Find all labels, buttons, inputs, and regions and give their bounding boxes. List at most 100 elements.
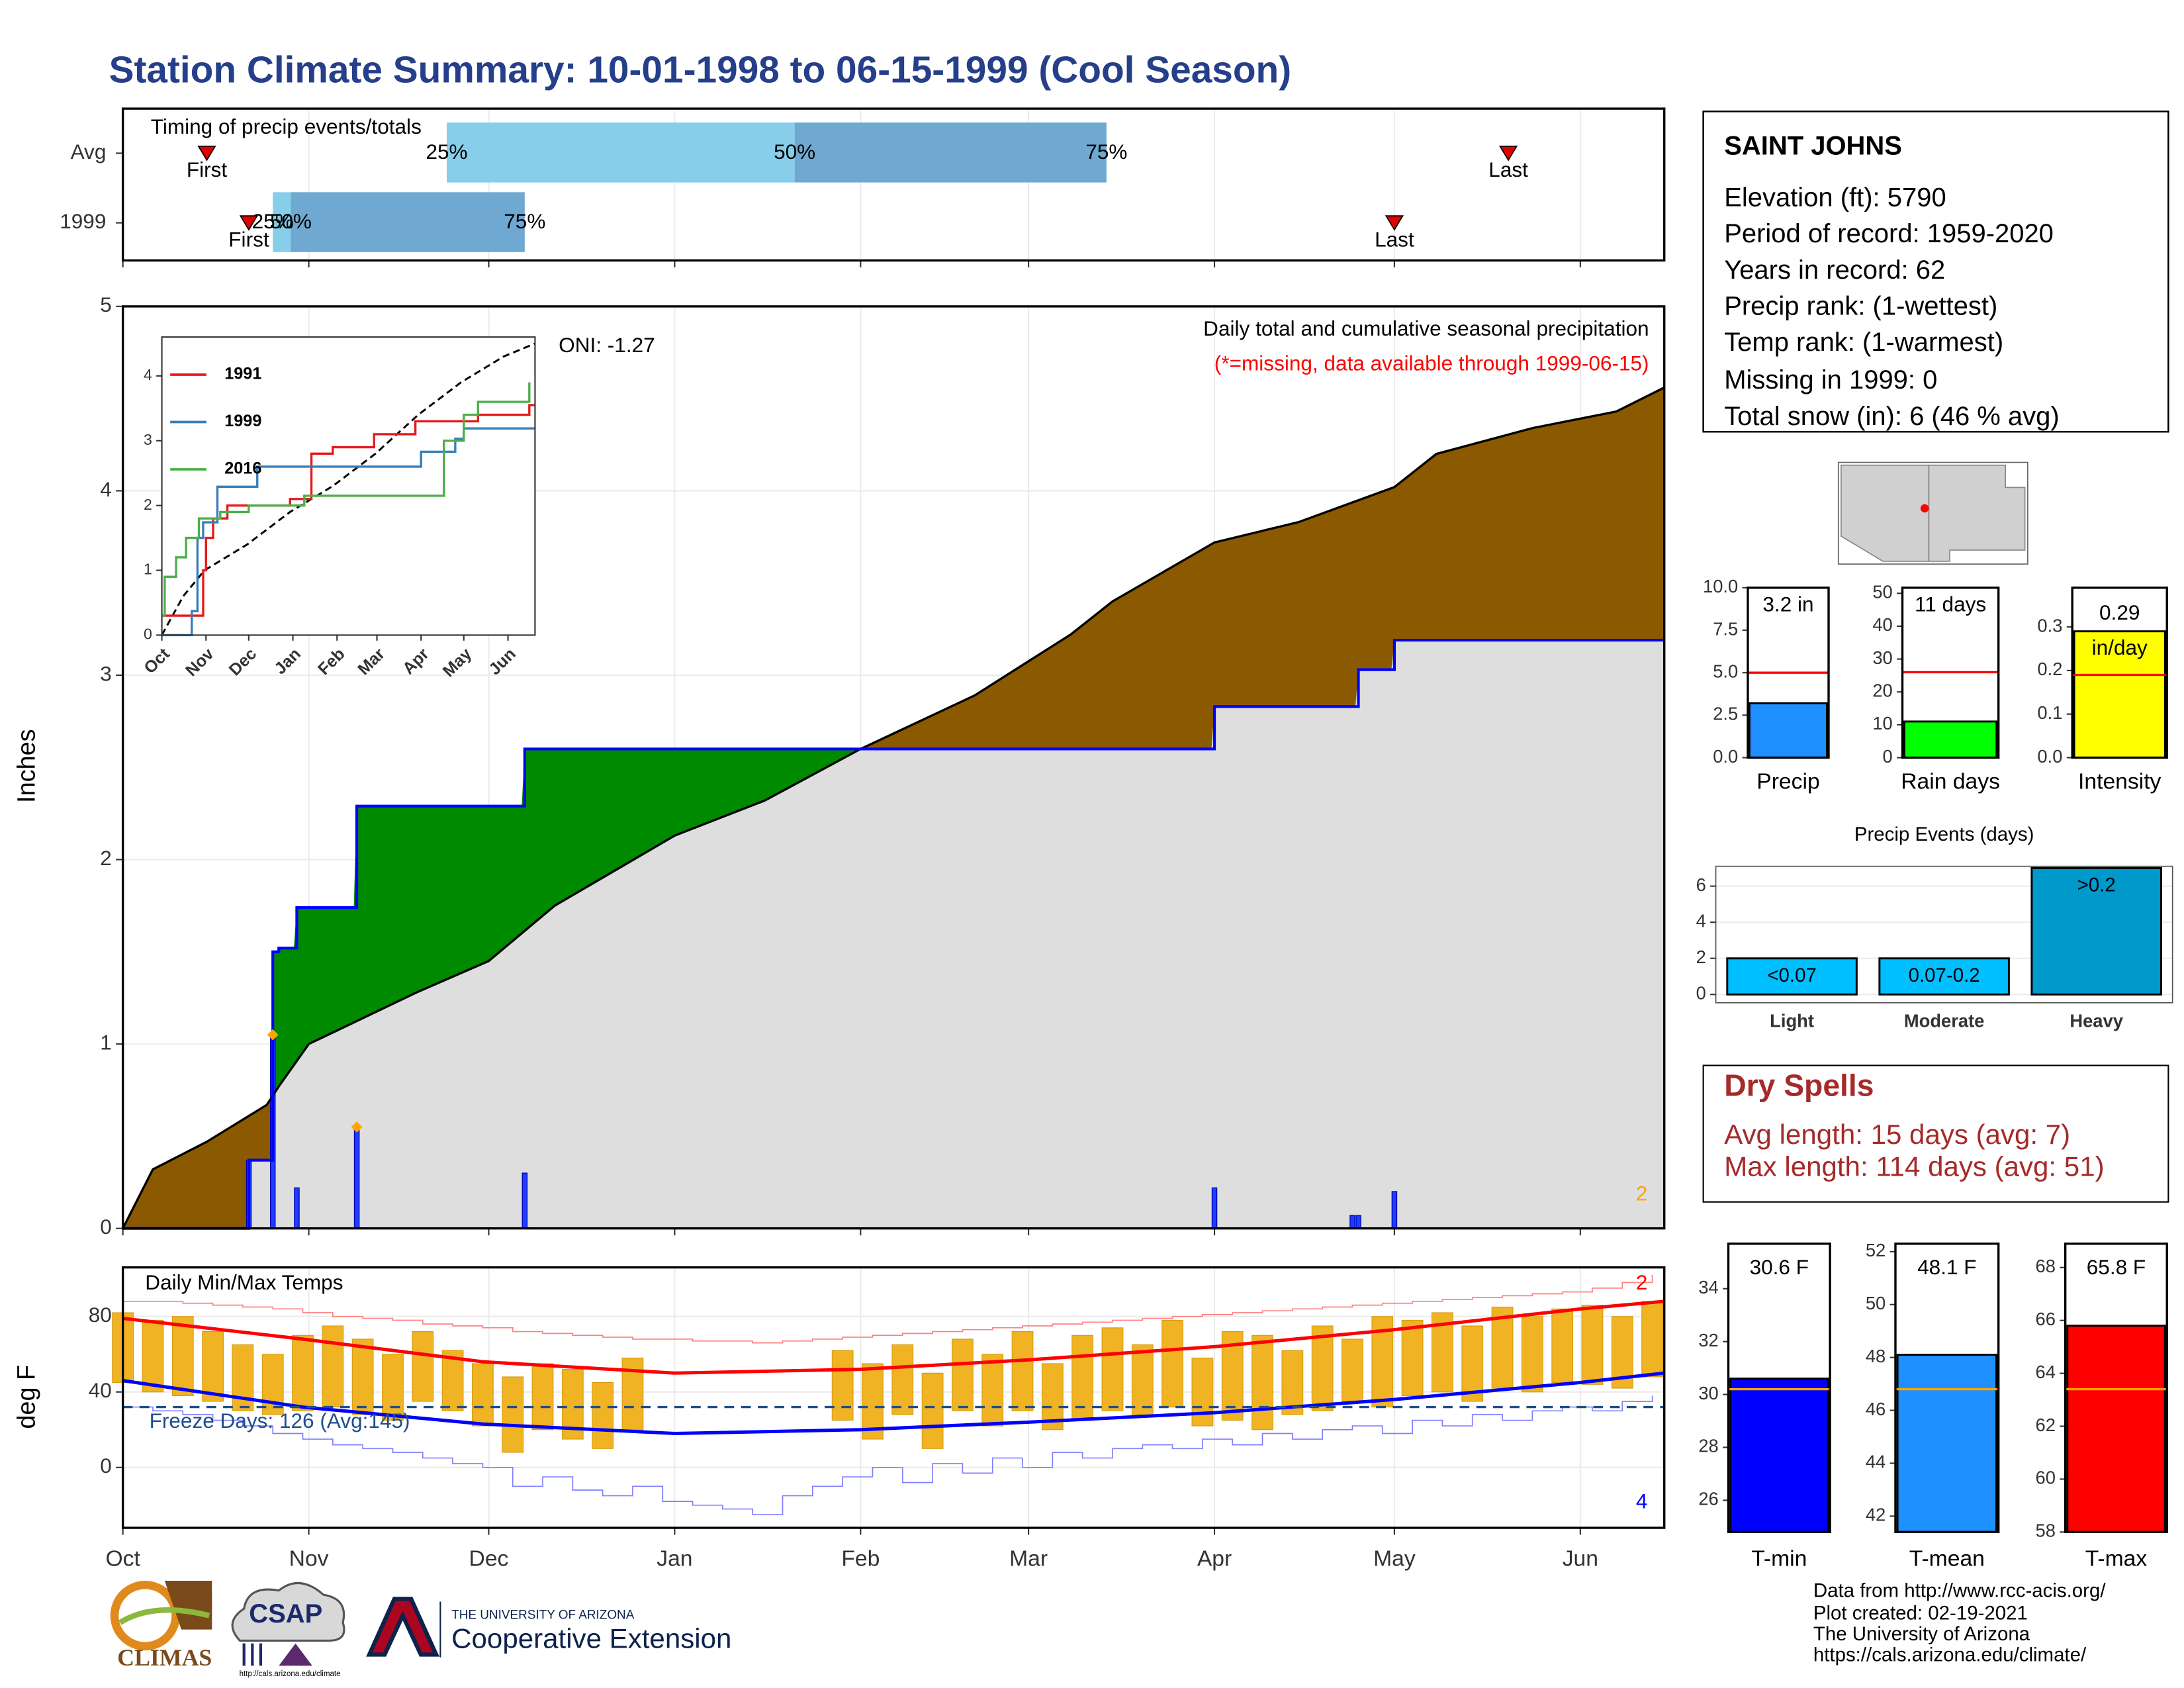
y-tick-label: 30 bbox=[1872, 647, 1892, 668]
y-tick-label: 2 bbox=[144, 496, 152, 513]
value-label: 48.1 F bbox=[1917, 1255, 1976, 1279]
current-line bbox=[122, 638, 1664, 1230]
x-tick-label: Apr bbox=[1197, 1546, 1232, 1571]
percentile-bar bbox=[291, 192, 525, 252]
y-tick-label: 0.1 bbox=[2037, 702, 2062, 723]
footer-line: The University of Arizona bbox=[1813, 1623, 2030, 1645]
frame bbox=[121, 107, 1666, 262]
ua-logo: THE UNIVERSITY OF ARIZONA Cooperative Ex… bbox=[366, 1597, 731, 1658]
y-tick-label: 40 bbox=[89, 1378, 112, 1402]
station-line: Missing in 1999: 0 bbox=[1724, 365, 1937, 395]
temp-range-bar bbox=[592, 1382, 614, 1449]
temp-range-bar bbox=[1461, 1325, 1484, 1402]
frame bbox=[2064, 1243, 2168, 1534]
y-tick-label: 20 bbox=[1872, 680, 1892, 700]
temp-range-bar bbox=[862, 1363, 884, 1440]
value-label: 65.8 F bbox=[2087, 1255, 2146, 1279]
daily-bar bbox=[1349, 1215, 1355, 1229]
map-new-mexico bbox=[1928, 464, 2026, 562]
y-tick-label: 10.0 bbox=[1703, 576, 1738, 596]
x-tick-label: Precip bbox=[1756, 769, 1819, 794]
y-tick-label: 0.3 bbox=[2037, 615, 2062, 635]
x-tick-label: Feb bbox=[841, 1546, 880, 1571]
marker-label: Last bbox=[1488, 158, 1528, 181]
x-tick-label: Oct bbox=[105, 1546, 140, 1571]
map-arizona bbox=[1841, 464, 1930, 562]
bar bbox=[2066, 1325, 2166, 1533]
y-axis-label: deg F bbox=[13, 1365, 41, 1429]
panel-title: Daily Min/Max Temps bbox=[145, 1270, 343, 1294]
temp-range-bar bbox=[1401, 1319, 1424, 1396]
dry-spells-title: Dry Spells bbox=[1724, 1068, 1874, 1102]
station-line: Period of record: 1959-2020 bbox=[1724, 219, 2054, 248]
logo-text: CSAP bbox=[249, 1599, 322, 1628]
logo-bars bbox=[242, 1643, 263, 1666]
temp-range-bar bbox=[891, 1344, 914, 1415]
station-line: Years in record: 62 bbox=[1724, 256, 1945, 285]
map-station bbox=[1920, 504, 1929, 513]
climas-logo: CLIMAS bbox=[110, 1580, 212, 1671]
bar bbox=[1748, 702, 1829, 759]
y-tick-label: 4 bbox=[144, 366, 152, 383]
series-line bbox=[161, 427, 535, 637]
y-tick-label: 2 bbox=[100, 846, 112, 870]
y-tick-label: 0 bbox=[100, 1215, 112, 1239]
marker-label: First bbox=[228, 227, 269, 251]
y-tick-label: 0.0 bbox=[2037, 746, 2062, 767]
temp-range-bar bbox=[351, 1338, 374, 1415]
logo-cloud bbox=[231, 1582, 345, 1642]
value-label: 30.6 F bbox=[1750, 1255, 1809, 1279]
page-title: Station Climate Summary: 10-01-1998 to 0… bbox=[109, 49, 1292, 91]
y-tick-label: 0 bbox=[100, 1454, 112, 1477]
normal-line bbox=[122, 1299, 1664, 1375]
record-low-line bbox=[122, 1395, 1653, 1515]
base-fill bbox=[122, 640, 1664, 1229]
daily-bar bbox=[522, 1172, 528, 1229]
frame bbox=[121, 1266, 1666, 1529]
event-marker bbox=[197, 146, 216, 162]
temp-range-bar bbox=[1191, 1357, 1214, 1427]
y-tick-label: 50 bbox=[1866, 1293, 1886, 1313]
x-tick-label: T-max bbox=[2085, 1546, 2148, 1571]
station-line: Temp rank: (1-warmest) bbox=[1724, 328, 2003, 357]
temp-range-bar bbox=[1521, 1316, 1543, 1393]
y-tick-label: 0 bbox=[1883, 746, 1893, 767]
frame bbox=[2071, 586, 2168, 759]
frame bbox=[1894, 1243, 2000, 1534]
bar bbox=[1896, 1354, 1998, 1533]
station-line: Precip rank: (1-wettest) bbox=[1724, 292, 1997, 321]
y-tick-label: 1 bbox=[100, 1030, 112, 1054]
percentile-bar bbox=[794, 122, 1107, 183]
y-tick-label: 64 bbox=[2036, 1362, 2056, 1382]
record-high-line bbox=[122, 1275, 1653, 1344]
logo-text: CLIMAS bbox=[117, 1644, 212, 1671]
x-tick-label: Light bbox=[1770, 1011, 1814, 1031]
frame bbox=[1727, 1243, 1831, 1534]
panel-title: Precip Events (days) bbox=[1854, 823, 2034, 845]
y-tick-label: 62 bbox=[2036, 1415, 2056, 1435]
series-line bbox=[161, 382, 531, 617]
bar bbox=[2073, 630, 2166, 759]
marker-label: Last bbox=[1375, 227, 1414, 251]
station-line: Elevation (ft): 5790 bbox=[1724, 183, 1946, 212]
temp-range-bar bbox=[1131, 1344, 1154, 1415]
footer-line: https://cals.arizona.edu/climate/ bbox=[1813, 1644, 2087, 1665]
y-tick-label: 0 bbox=[1696, 983, 1706, 1004]
y-tick-label: 2 bbox=[1696, 947, 1706, 967]
y-tick-label: Avg bbox=[71, 140, 107, 164]
percentile-label: 50% bbox=[774, 140, 815, 164]
y-tick-label: 58 bbox=[2036, 1521, 2056, 1541]
percentile-label: 25% bbox=[252, 209, 294, 233]
x-tick-label: T-mean bbox=[1909, 1546, 1985, 1571]
y-tick-label: 48 bbox=[1866, 1346, 1886, 1366]
y-tick-label: 3 bbox=[100, 661, 112, 685]
temp-range-bar bbox=[1641, 1301, 1663, 1378]
csap-logo: CSAP http://cals.arizona.edu/climate bbox=[231, 1582, 345, 1678]
percentile-label: 75% bbox=[1085, 140, 1127, 164]
y-tick-label: 5 bbox=[100, 293, 112, 316]
average-line bbox=[161, 342, 535, 636]
logo-text: THE UNIVERSITY OF ARIZONA bbox=[451, 1609, 635, 1622]
y-tick-label: 1 bbox=[144, 561, 152, 578]
daily-bar bbox=[1355, 1215, 1361, 1229]
